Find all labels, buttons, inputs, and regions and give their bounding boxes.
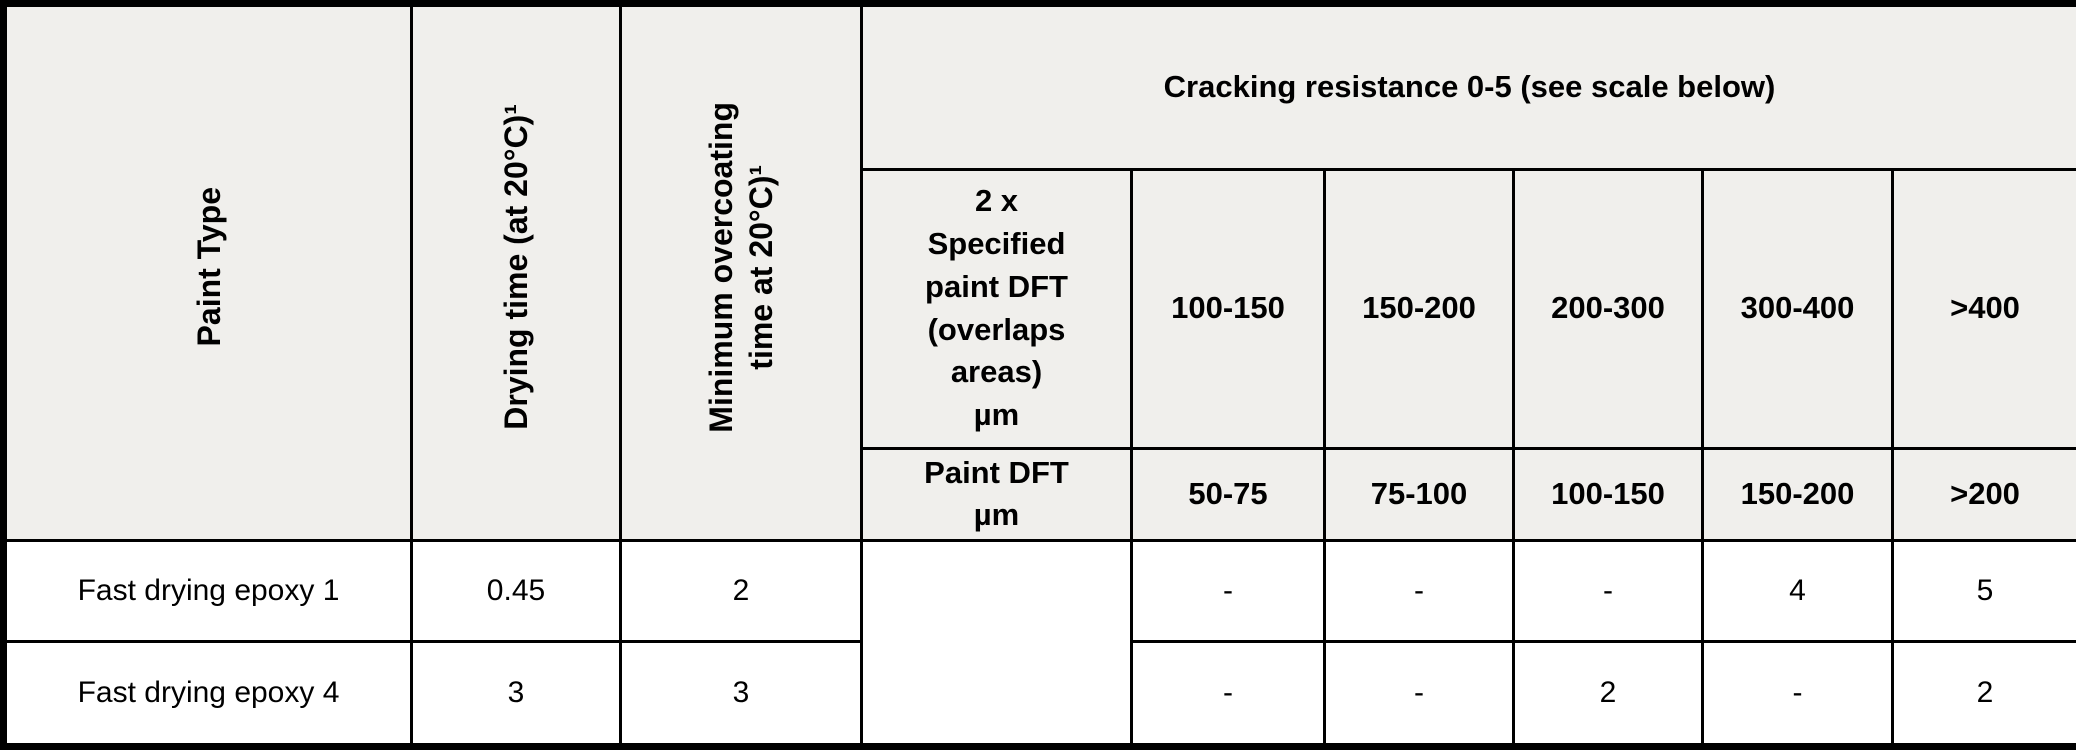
range-header-paint-5: >200 <box>1890 446 2076 543</box>
drying-time-cell: 0.45 <box>410 539 622 643</box>
paint-type-cell: Fast drying epoxy 4 <box>2 639 413 749</box>
range-header-paint-1: 50-75 <box>1130 446 1326 543</box>
range-header-specified-5: >400 <box>1890 167 2076 450</box>
paint-type-cell: Fast drying epoxy 1 <box>2 539 413 643</box>
table-row: Fast drying epoxy 4 3 3 - - 2 - 2 <box>2 639 2076 749</box>
range-header-specified-3: 200-300 <box>1512 167 1704 450</box>
range-header-specified-4: 300-400 <box>1701 167 1894 450</box>
cracking-value-cell: - <box>1323 539 1515 643</box>
table-row: Fast drying epoxy 1 0.45 2 - - - 4 5 <box>2 539 2076 748</box>
col-header-specified-dft: 2 x Specified paint DFT (overlaps areas)… <box>860 167 1133 450</box>
min-overcoating-cell: 3 <box>619 639 863 749</box>
col-header-min-overcoating: Minimum overcoating time at 20°C)¹ <box>619 1 863 543</box>
range-header-paint-2: 75-100 <box>1323 446 1515 543</box>
col-header-paint-type: Paint Type <box>2 1 413 543</box>
col-header-min-overcoating-label: Minimum overcoating time at 20°C)¹ <box>703 101 779 433</box>
cracking-value-cell: 2 <box>1890 639 2076 749</box>
cracking-value-cell: - <box>1130 639 1326 749</box>
header-row-paint-dft: Paint DFT µm 50-75 75-100 100-150 150-20… <box>4 446 2076 543</box>
drying-time-cell: 3 <box>410 639 622 749</box>
cracking-value-cell: 5 <box>1890 539 2076 643</box>
range-header-paint-4: 150-200 <box>1701 446 1894 543</box>
header-row-specified-dft: 2 x Specified paint DFT (overlaps areas)… <box>4 167 2076 450</box>
col-header-cracking-resistance: Cracking resistance 0-5 (see scale below… <box>859 2 2076 171</box>
range-header-specified-2: 150-200 <box>1323 167 1515 450</box>
min-overcoating-cell: 2 <box>619 539 863 643</box>
cracking-value-cell: - <box>1701 639 1894 749</box>
shaded-empty-cell <box>860 539 1133 748</box>
header-row-top: Paint Type Drying time (at 20°C)¹ Minimu… <box>2 1 2076 543</box>
cracking-value-cell: - <box>1323 639 1515 749</box>
cracking-value-cell: - <box>1512 539 1704 643</box>
col-header-paint-dft: Paint DFT µm <box>860 446 1133 543</box>
col-header-paint-type-label: Paint Type <box>190 187 227 347</box>
cracking-value-cell: 4 <box>1701 539 1894 643</box>
range-header-paint-3: 100-150 <box>1512 446 1704 543</box>
col-header-drying-time-label: Drying time (at 20°C)¹ <box>498 104 534 431</box>
cracking-value-cell: 2 <box>1512 639 1704 749</box>
col-header-drying-time: Drying time (at 20°C)¹ <box>410 1 622 543</box>
range-header-specified-1: 100-150 <box>1130 167 1326 450</box>
cracking-value-cell: - <box>1130 539 1326 643</box>
